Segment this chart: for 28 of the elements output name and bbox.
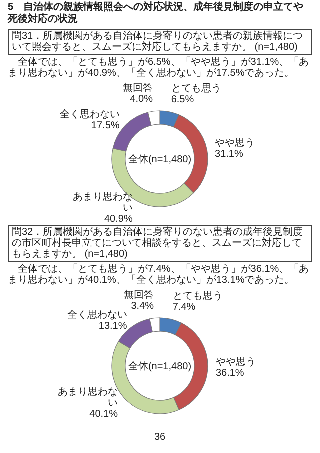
chart-subtitle: 問32．所属機関がある自治体に身寄りのない患者の成年後見制度の市区町村長申立てについて相談をすると、スムーズに対応してもらえますか。 (n=1,480): [8, 225, 312, 262]
data-label: 40.9%: [104, 214, 133, 225]
text: 全体(n=1,480): [128, 154, 192, 166]
slice-label: やや思う: [216, 356, 256, 368]
chart-title: 5 自治体の親族情報照会への対応状況、成年後見制度の申立てや死後対応の状況: [8, 2, 305, 26]
data-label: 40.1%: [90, 409, 118, 420]
data-label: 13.1%: [98, 321, 128, 332]
text: 全体(n=1,480): [128, 360, 192, 372]
slice-label: とても思う: [172, 291, 223, 302]
data-label: 7.4%: [172, 302, 196, 314]
chart-subtitle: 問31．所属機関がある自治体に身寄りのない患者の親族情報について照会すると、スムーズに対応してもらえますか。 (n=1,480): [8, 29, 312, 55]
data-label: 3.4%: [131, 300, 154, 312]
data-label: 36.1%: [216, 368, 244, 379]
slice-label: あまり思わない: [72, 192, 133, 214]
slice-label: 無回答: [124, 288, 154, 301]
slice-label: 無回答: [122, 82, 153, 94]
slice-label: 全く思わない: [67, 309, 128, 322]
data-label: 6.5%: [171, 94, 194, 106]
slice-label: やや思う: [215, 138, 256, 150]
data-label: 17.5%: [91, 120, 120, 132]
text: 36: [153, 432, 167, 443]
slice-label: あまり思わない: [58, 387, 118, 410]
data-label: 31.1%: [215, 149, 244, 160]
text: 全体では、「とても思う」が6.5%、「やや思う」が31.1%、「あまり思わない」が40.9%、「全く思わない」が17.5%であった。: [8, 57, 310, 79]
slice-label: 全く思わない: [60, 108, 120, 121]
data-label: 4.0%: [130, 94, 154, 105]
slice-label: とても思う: [171, 84, 222, 95]
text: 全体では、「とても思う」が7.4%、「やや思う」が36.1%、「あまり思わない」が40.1%、「全く思わない」が13.1%であった。: [8, 264, 310, 286]
